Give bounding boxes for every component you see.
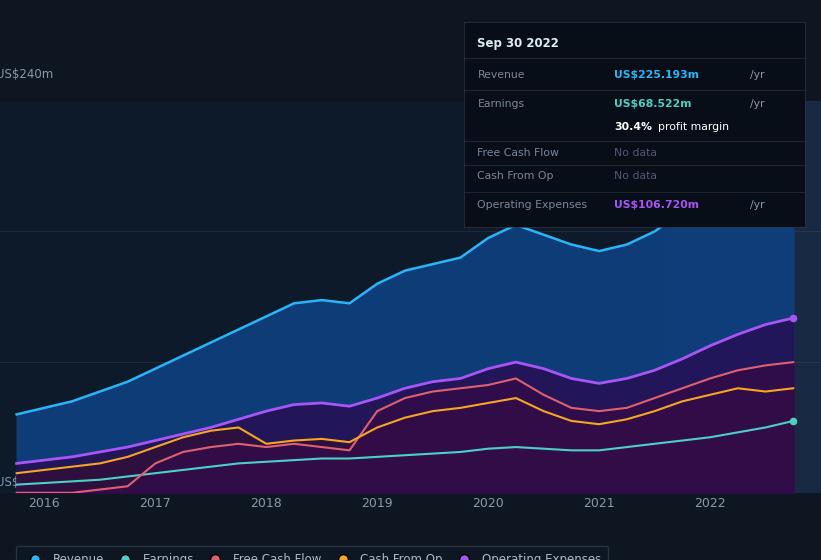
Bar bbox=[666, 101, 821, 493]
Text: Revenue: Revenue bbox=[478, 69, 525, 80]
Text: Free Cash Flow: Free Cash Flow bbox=[478, 148, 559, 158]
Text: /yr: /yr bbox=[750, 69, 764, 80]
Text: US$225.193m: US$225.193m bbox=[614, 69, 699, 80]
Text: US$68.522m: US$68.522m bbox=[614, 99, 691, 109]
Text: No data: No data bbox=[614, 171, 657, 181]
Text: /yr: /yr bbox=[750, 99, 764, 109]
Text: Sep 30 2022: Sep 30 2022 bbox=[478, 38, 559, 50]
Text: Operating Expenses: Operating Expenses bbox=[478, 200, 588, 211]
Text: US$106.720m: US$106.720m bbox=[614, 200, 699, 211]
Text: US$0: US$0 bbox=[0, 476, 26, 489]
Text: No data: No data bbox=[614, 148, 657, 158]
Point bbox=[787, 121, 800, 130]
Text: Earnings: Earnings bbox=[478, 99, 525, 109]
Text: profit margin: profit margin bbox=[658, 122, 729, 132]
Text: 30.4%: 30.4% bbox=[614, 122, 652, 132]
Text: /yr: /yr bbox=[750, 200, 764, 211]
Legend: Revenue, Earnings, Free Cash Flow, Cash From Op, Operating Expenses: Revenue, Earnings, Free Cash Flow, Cash … bbox=[16, 546, 608, 560]
Point bbox=[787, 417, 800, 426]
Text: US$240m: US$240m bbox=[0, 68, 53, 81]
Point bbox=[787, 314, 800, 323]
Text: Cash From Op: Cash From Op bbox=[478, 171, 554, 181]
